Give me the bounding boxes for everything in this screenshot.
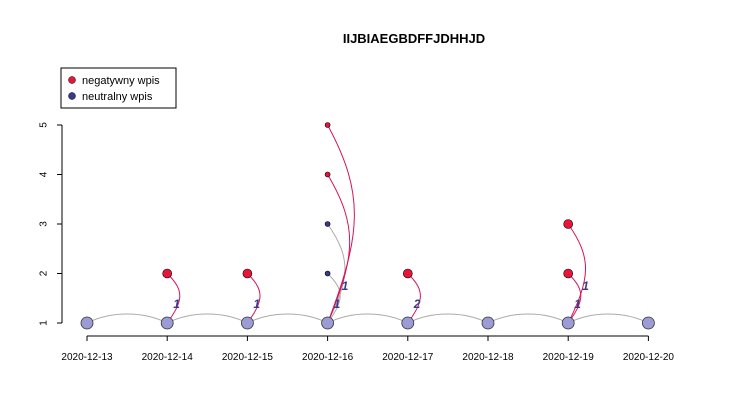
x-tick-label: 2020-12-18 [462,352,514,363]
timeline-point [481,316,495,330]
timeline-point [561,316,575,330]
legend-marker-negative [68,76,76,84]
entry-point [324,221,331,227]
x-tick-label: 2020-12-19 [543,352,595,363]
chart-title: IIJBIAEGBDFFJDHHJD [343,31,485,46]
legend-label-neutral: neutralny wpis [82,91,153,103]
entry-point [242,268,253,279]
y-tick-label: 3 [39,221,50,227]
timeline-point [321,316,335,330]
edge-label: 1 [253,297,260,311]
axes: 2020-12-13 2020-12-14 2020-12-15 2020-12-16… [39,122,675,363]
timeline-point [80,316,94,330]
points [80,122,655,330]
edge-label: 1 [334,297,341,311]
y-tick-label: 2 [39,270,50,276]
edge-label: 1 [173,297,180,311]
x-tick-label: 2020-12-17 [382,352,434,363]
entry-point [563,268,574,279]
x-tick-label: 2020-12-13 [61,352,113,363]
timeline-point [160,316,174,330]
timeline-point [240,316,254,330]
x-tick-label: 2020-12-15 [222,352,274,363]
entry-point [324,171,331,178]
entry-edge [567,223,586,324]
x-tick-label: 2020-12-20 [623,352,675,363]
entry-point [402,268,413,279]
entry-edge [327,223,346,324]
legend-box [60,67,177,109]
y-tick-label: 1 [39,320,50,326]
timeline-edge [567,313,649,324]
y-tick-label: 4 [39,171,50,177]
entry-edge [327,124,355,324]
timeline-point [642,316,655,330]
legend-label-negative: negatywny wpis [82,75,160,87]
edge-label: 1 [342,279,349,293]
timeline-edge [247,313,328,324]
y-tick-label: 5 [39,122,50,128]
edge-label: 2 [413,297,421,311]
x-tick-label: 2020-12-14 [142,352,194,363]
timeline-edge [407,313,489,324]
entry-point [162,268,172,279]
entry-edge [327,174,351,324]
timeline-edge [166,313,248,324]
timeline-edge [327,313,409,324]
legend: negatywny wpis neutralny wpis [60,67,177,109]
edge-label: 1 [574,297,581,311]
entry-point [324,122,331,128]
edge-label: 1 [582,279,589,293]
x-tick-label: 2020-12-16 [302,352,354,363]
timeline-point [401,316,415,330]
entry-point [324,270,331,277]
timeline-edge [487,313,569,324]
edge-labels: 1 1 112 11 [173,279,589,311]
legend-marker-neutral [68,92,76,100]
entry-point [563,219,574,229]
timeline-edge [86,313,168,324]
